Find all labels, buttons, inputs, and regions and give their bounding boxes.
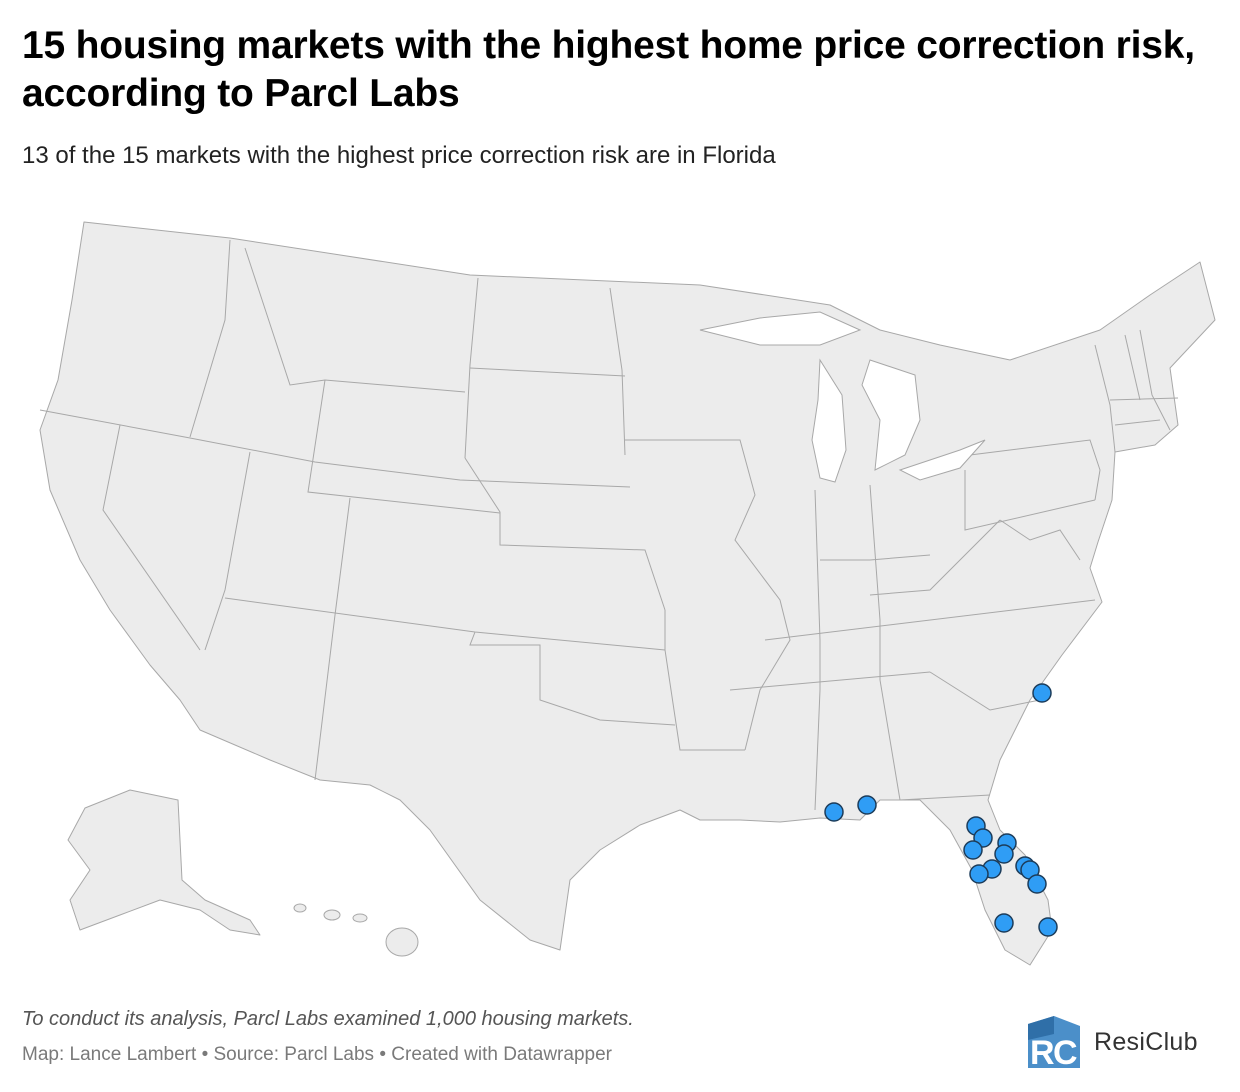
market-marker-2[interactable] bbox=[857, 795, 877, 815]
hawaii-island-4 bbox=[385, 927, 419, 957]
market-marker-3[interactable] bbox=[824, 802, 844, 822]
hawaii-island-2 bbox=[323, 909, 341, 921]
brand-name: ResiClub bbox=[1094, 1027, 1198, 1056]
lake-superior-shape bbox=[699, 311, 862, 346]
market-marker-13[interactable] bbox=[1027, 874, 1047, 894]
lake-erie-shape bbox=[898, 439, 986, 481]
svg-text:C: C bbox=[1053, 1034, 1078, 1070]
resiclub-logo: R C ResiClub bbox=[1024, 1014, 1198, 1070]
resiclub-logo-icon: R C bbox=[1028, 1016, 1080, 1070]
lake-huron-shape bbox=[861, 359, 921, 471]
tool-credit: Created with Datawrapper bbox=[391, 1044, 612, 1065]
market-marker-7[interactable] bbox=[963, 840, 983, 860]
alaska-shape bbox=[67, 789, 261, 936]
contiguous-us-shape bbox=[39, 221, 1216, 966]
market-marker-1[interactable] bbox=[1032, 683, 1052, 703]
hawaii-island-3 bbox=[352, 913, 368, 923]
map-credit-author: Lance Lambert bbox=[69, 1044, 197, 1065]
us-map bbox=[39, 221, 1216, 966]
market-marker-14[interactable] bbox=[994, 913, 1014, 933]
state-borders bbox=[39, 239, 1179, 811]
source-credit-label: Source: bbox=[213, 1044, 279, 1065]
great-lakes bbox=[699, 311, 986, 483]
map-credit-label: Map: bbox=[22, 1044, 65, 1065]
source-credit-value: Parcl Labs bbox=[284, 1044, 375, 1065]
credit-separator: • bbox=[379, 1044, 386, 1065]
hawaii-island-1 bbox=[293, 903, 307, 913]
credit-separator: • bbox=[201, 1044, 209, 1065]
land bbox=[39, 221, 1216, 966]
svg-text:R: R bbox=[1030, 1034, 1055, 1070]
chart-title: 15 housing markets with the highest home… bbox=[22, 24, 1195, 115]
market-markers bbox=[824, 683, 1058, 937]
market-marker-8[interactable] bbox=[994, 844, 1014, 864]
lake-michigan-shape bbox=[811, 358, 847, 483]
chart-subtitle: 13 of the 15 markets with the highest pr… bbox=[22, 142, 776, 169]
market-marker-10[interactable] bbox=[969, 864, 989, 884]
credits-line: Map: Lance Lambert • Source: Parcl Labs … bbox=[22, 1044, 612, 1066]
market-marker-15[interactable] bbox=[1038, 917, 1058, 937]
analysis-note: To conduct its analysis, Parcl Labs exam… bbox=[22, 1008, 634, 1030]
